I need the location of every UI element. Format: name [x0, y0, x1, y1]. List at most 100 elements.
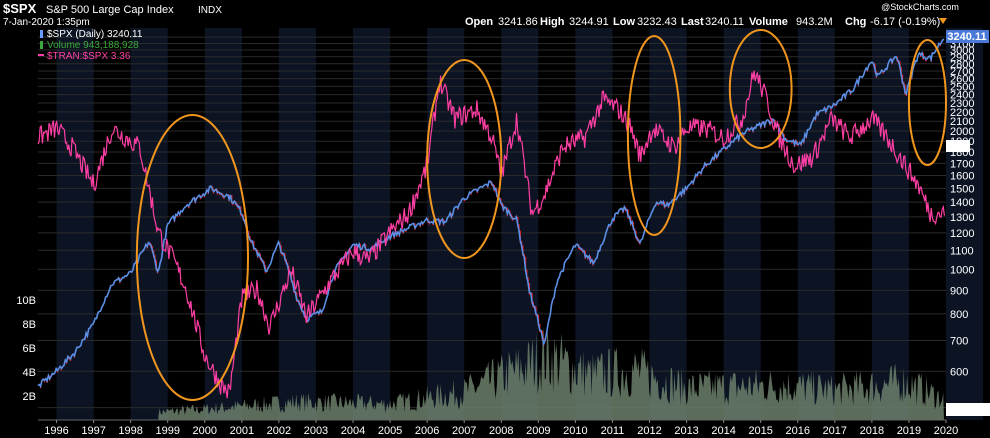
x-tick-label: 2008: [489, 425, 513, 437]
y-tick-label: 2100: [950, 116, 974, 128]
y-tick-label: 700: [950, 335, 968, 347]
badge-volume-text: 9431889: [947, 404, 990, 416]
y-tick-label: 1200: [950, 228, 974, 240]
quote-bar: Open 3241.86 High 3244.91 Low 3232.43 La…: [465, 16, 947, 28]
x-tick-label: 2011: [601, 425, 625, 437]
last-label: Last: [681, 16, 704, 28]
x-tick-label: 2018: [860, 425, 884, 437]
high-value: 3244.91: [569, 16, 609, 28]
volume-tick-label: 4B: [23, 367, 36, 379]
y-tick-label: 2600: [950, 74, 974, 86]
year-band: [575, 28, 613, 420]
x-tick-label: 2019: [897, 425, 921, 437]
x-tick-label: 2014: [711, 425, 735, 437]
annotation-circle: [626, 35, 682, 236]
y-tick-label: 2700: [950, 66, 974, 78]
y-tick-label: 800: [950, 309, 968, 321]
volume-area: [158, 324, 944, 420]
y-tick-label: 1600: [950, 170, 974, 182]
high-label: High: [540, 16, 565, 28]
annotation-circle: [907, 39, 947, 166]
grid-lines: [38, 36, 946, 409]
chg-label: Chg: [845, 16, 866, 28]
legend-swatch-spx: [40, 30, 43, 38]
volume-tick-label: 6B: [23, 343, 36, 355]
legend-volume: Volume 943,188,928: [47, 40, 139, 51]
x-axis: 1996 1997 1998 1999 2000 2001 2002 2003 2004 2005…: [38, 419, 958, 437]
year-band: [204, 28, 242, 420]
x-tick-label: 2016: [786, 425, 810, 437]
year-band: [649, 28, 687, 420]
y-tick-label: 1500: [950, 183, 974, 195]
x-tick-label: 2020: [934, 425, 958, 437]
volume-axis: 2B 4B 6B 8B 10B: [16, 295, 36, 403]
x-tick-label: 2013: [674, 425, 698, 437]
watermark: @StockCharts.com: [881, 2, 959, 12]
y-tick-label: 3000: [950, 45, 974, 57]
x-tick-label: 2003: [304, 425, 328, 437]
open-value: 3241.86: [498, 16, 538, 28]
annotation-circle: [728, 29, 793, 149]
x-tick-label: 1998: [118, 425, 142, 437]
x-tick-label: 2000: [193, 425, 217, 437]
y-tick-label: 900: [950, 285, 968, 297]
x-tick-label: 2004: [341, 425, 365, 437]
volume-label: Volume: [749, 16, 788, 28]
year-band: [797, 28, 835, 420]
y-tick-label: 2500: [950, 81, 974, 93]
annotation-circle: [426, 59, 503, 259]
spx-series: [37, 38, 945, 389]
legend-ratio: $TRAN:$SPX 3.36: [47, 51, 131, 62]
volume-tick-label: 10B: [16, 295, 36, 307]
badge-ratio: 3.36: [946, 140, 970, 153]
y-tick-label: 2800: [950, 59, 974, 71]
y-tick-label: 1700: [950, 158, 974, 170]
x-tick-label: 2017: [823, 425, 847, 437]
x-tick-label: 2009: [526, 425, 550, 437]
year-band: [353, 28, 391, 420]
legend-spx: $SPX (Daily) 3240.11: [47, 29, 143, 40]
y-tick-label: 1300: [950, 212, 974, 224]
x-tick-label: 2007: [452, 425, 476, 437]
x-tick-label: 2006: [415, 425, 439, 437]
year-band: [278, 28, 316, 420]
year-bands: [56, 28, 984, 420]
year-band: [946, 28, 984, 420]
ratio-series: [37, 70, 945, 399]
year-band: [130, 28, 168, 420]
x-tick-label: 1997: [81, 425, 105, 437]
exchange: INDX: [198, 5, 222, 16]
chg-value: -6.17 (-0.19%): [870, 16, 940, 28]
x-tick-label: 2015: [748, 425, 772, 437]
annotation-circles: [135, 29, 947, 401]
volume-bars: [158, 324, 944, 420]
volume-tick-label: 2B: [23, 391, 36, 403]
volume-value: 943.2M: [796, 16, 833, 28]
y-tick-label: 2300: [950, 98, 974, 110]
y-tick-label: 600: [950, 366, 968, 378]
index-name: S&P 500 Large Cap Index: [46, 4, 174, 16]
legend: $SPX (Daily) 3240.11 Volume 943,188,928 …: [38, 29, 143, 62]
x-tick-label: 1999: [155, 425, 179, 437]
dropdown-icon: [939, 18, 947, 24]
symbol: $SPX: [3, 1, 37, 16]
low-value: 3232.43: [637, 16, 677, 28]
y-tick-label: 1000: [950, 264, 974, 276]
spx-line: [37, 38, 945, 389]
badge-volume: 9431889: [946, 403, 990, 416]
year-band: [871, 28, 909, 420]
x-tick-label: 2012: [637, 425, 661, 437]
legend-swatch-ratio: [38, 54, 44, 56]
x-tick-label: 2001: [230, 425, 254, 437]
y-tick-label: 1100: [950, 245, 974, 257]
legend-swatch-volume: [40, 41, 43, 49]
badge-spx-text: 3240.11: [947, 31, 986, 43]
x-tick-label: 1996: [44, 425, 68, 437]
volume-tick-label: 8B: [23, 319, 36, 331]
ratio-line: [37, 70, 945, 399]
last-value: 3240.11: [705, 16, 744, 28]
y-tick-label: 2000: [950, 126, 974, 138]
date-time: 7-Jan-2020 1:35pm: [3, 17, 90, 28]
open-label: Open: [465, 16, 493, 28]
